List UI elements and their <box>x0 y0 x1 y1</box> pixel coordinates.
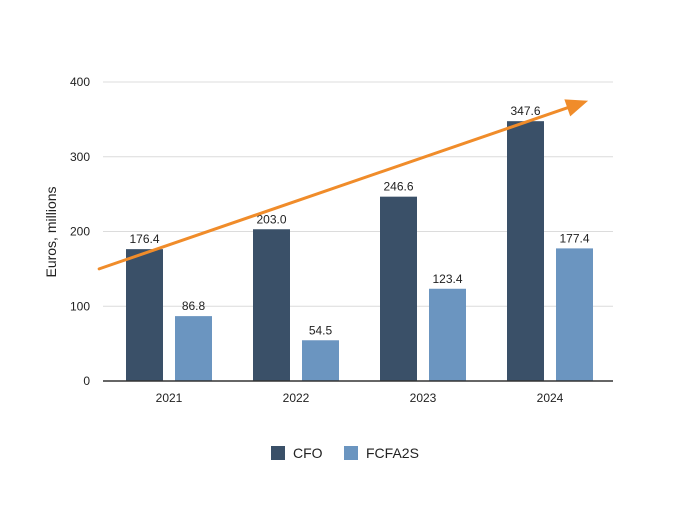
bar-cfo-2024 <box>507 121 544 381</box>
bar-cfo-2022 <box>253 229 290 381</box>
x-tick-label-2021: 2021 <box>156 391 183 405</box>
bar-fcfa2s-2021 <box>175 316 212 381</box>
legend-swatch-fcfa2s <box>344 446 358 460</box>
y-tick-label-200: 200 <box>70 225 90 239</box>
trend-arrow <box>97 99 589 271</box>
y-tick-label-300: 300 <box>70 150 90 164</box>
data-label-fcfa2s-2021: 86.8 <box>182 299 206 313</box>
legend-swatch-cfo <box>271 446 285 460</box>
legend: CFO FCFA2S <box>271 445 419 461</box>
bar-fcfa2s-2023 <box>429 288 466 381</box>
x-tick-label-2023: 2023 <box>410 391 437 405</box>
data-label-fcfa2s-2022: 54.5 <box>309 323 333 337</box>
data-label-cfo-2023: 246.6 <box>383 180 413 194</box>
data-label-fcfa2s-2023: 123.4 <box>432 272 462 286</box>
data-label-cfo-2022: 203.0 <box>256 212 286 226</box>
y-axis-label: Euros, millions <box>43 186 59 277</box>
bars <box>126 121 593 381</box>
y-tick-label-400: 400 <box>70 75 90 89</box>
bar-fcfa2s-2022 <box>302 340 339 381</box>
trend-arrow-head <box>564 99 589 117</box>
y-tick-label-0: 0 <box>83 374 90 388</box>
data-label-cfo-2021: 176.4 <box>129 232 159 246</box>
bar-cfo-2021 <box>126 249 163 381</box>
bar-cfo-2023 <box>380 196 417 381</box>
bar-fcfa2s-2024 <box>556 248 593 381</box>
data-label-cfo-2024: 347.6 <box>510 104 540 118</box>
y-axis-ticks: 0 100 200 300 400 <box>70 75 90 388</box>
x-tick-label-2022: 2022 <box>283 391 310 405</box>
legend-label-cfo: CFO <box>293 445 323 461</box>
legend-label-fcfa2s: FCFA2S <box>366 445 419 461</box>
data-label-fcfa2s-2024: 177.4 <box>559 231 589 245</box>
trend-arrow-line <box>97 106 569 271</box>
data-labels: 176.4 203.0 246.6 347.6 86.8 54.5 123.4 177.4 <box>129 104 589 337</box>
y-tick-label-100: 100 <box>70 299 90 313</box>
x-tick-label-2024: 2024 <box>537 391 564 405</box>
x-axis-ticks: 2021 2022 2023 2024 <box>156 391 564 405</box>
